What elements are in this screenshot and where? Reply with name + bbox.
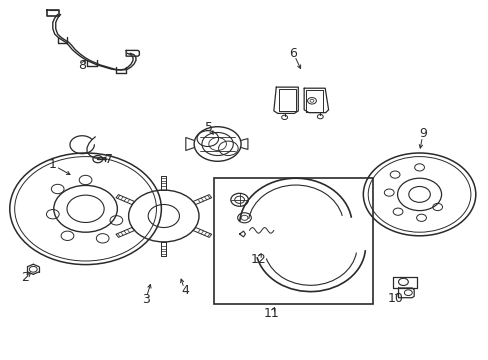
Bar	[214, 178, 372, 304]
Text: 12: 12	[250, 253, 265, 266]
Text: 6: 6	[289, 47, 297, 60]
Text: 11: 11	[263, 307, 279, 320]
Text: 1: 1	[49, 158, 57, 171]
Text: 7: 7	[104, 153, 112, 166]
Text: 9: 9	[418, 127, 426, 140]
Text: 3: 3	[142, 293, 149, 306]
Text: 10: 10	[386, 292, 402, 305]
Text: 2: 2	[21, 271, 29, 284]
Text: 4: 4	[181, 284, 188, 297]
Text: 5: 5	[205, 121, 213, 134]
Text: 8: 8	[78, 59, 86, 72]
